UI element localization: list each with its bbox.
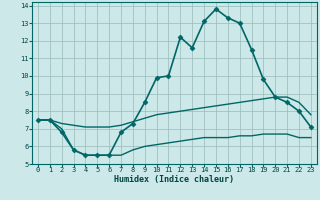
X-axis label: Humidex (Indice chaleur): Humidex (Indice chaleur) (115, 175, 234, 184)
